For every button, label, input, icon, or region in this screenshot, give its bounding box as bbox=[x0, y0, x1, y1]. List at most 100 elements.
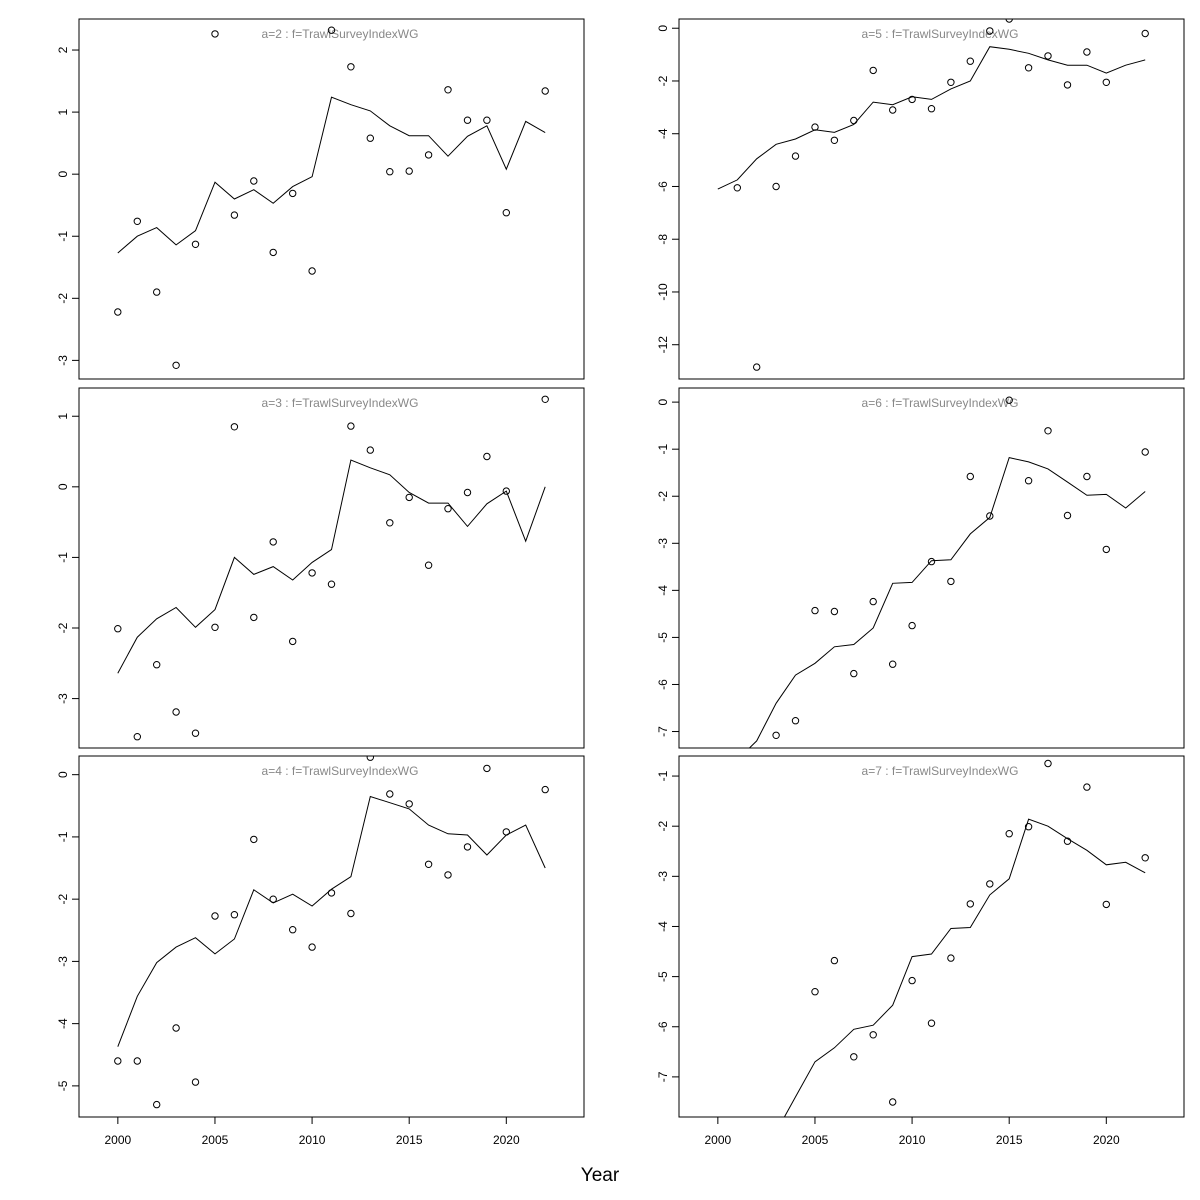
y-tick-label: -2 bbox=[56, 893, 70, 904]
x-tick-label: 2010 bbox=[899, 1133, 926, 1147]
observation-point bbox=[986, 512, 994, 520]
observation-point bbox=[541, 785, 549, 794]
observation-point bbox=[386, 168, 394, 176]
observation-point bbox=[463, 488, 472, 497]
y-tick-label: -3 bbox=[656, 538, 670, 549]
observation-point bbox=[1005, 396, 1013, 404]
x-tick-label: 2020 bbox=[1093, 1133, 1120, 1147]
observation-point bbox=[424, 860, 433, 868]
observation-point bbox=[541, 395, 549, 403]
observation-point bbox=[347, 909, 355, 918]
panel-title: a=6 : f=TrawlSurveyIndexWG bbox=[862, 396, 1019, 410]
observation-point bbox=[927, 105, 936, 113]
observation-point bbox=[308, 569, 316, 577]
observation-point bbox=[1044, 759, 1052, 768]
observation-point bbox=[966, 57, 974, 65]
observation-point bbox=[133, 733, 142, 741]
y-tick-label: 0 bbox=[56, 771, 70, 778]
observation-point bbox=[191, 729, 200, 737]
observation-point bbox=[947, 78, 955, 87]
y-tick-label: -2 bbox=[656, 821, 670, 832]
x-tick-label: 2020 bbox=[493, 1133, 520, 1147]
y-tick-label: -1 bbox=[56, 831, 70, 842]
observation-point bbox=[947, 954, 955, 962]
observation-point bbox=[1005, 19, 1013, 23]
plot-frame bbox=[678, 755, 1185, 1118]
plot-frame bbox=[78, 387, 585, 749]
y-tick-label: -12 bbox=[656, 336, 670, 354]
observation-point bbox=[733, 184, 741, 192]
observation-point bbox=[986, 880, 994, 888]
observation-point bbox=[172, 361, 180, 369]
observation-point bbox=[1083, 783, 1091, 791]
observation-point bbox=[386, 790, 394, 798]
observation-point bbox=[211, 623, 219, 631]
observation-point bbox=[1102, 78, 1111, 87]
observation-point bbox=[869, 66, 877, 75]
observation-point bbox=[366, 446, 374, 454]
observation-point bbox=[811, 606, 819, 615]
observation-point bbox=[908, 621, 916, 630]
observation-point bbox=[444, 871, 452, 879]
observation-point bbox=[1024, 477, 1033, 485]
observation-point bbox=[405, 800, 413, 808]
observation-point bbox=[289, 189, 297, 198]
panel-a7: a=7 : f=TrawlSurveyIndexWG -7 -6 -5 -4 -3 -2 -… bbox=[656, 755, 1185, 1147]
observation-point bbox=[211, 30, 219, 38]
observation-point bbox=[830, 956, 839, 965]
observation-point bbox=[889, 1098, 897, 1106]
observation-point bbox=[269, 248, 277, 257]
observation-point bbox=[250, 613, 258, 622]
observation-point bbox=[830, 607, 839, 616]
observation-point bbox=[153, 288, 161, 296]
observation-point bbox=[153, 661, 161, 669]
observation-point bbox=[1044, 427, 1052, 435]
y-tick-label: -2 bbox=[56, 622, 70, 633]
observation-point bbox=[927, 1019, 936, 1027]
panel-a6: a=6 : f=TrawlSurveyIndexWG -7 -6 -5 -4 -3 -2 -… bbox=[656, 387, 1185, 749]
observation-point bbox=[502, 487, 510, 495]
observation-point bbox=[830, 136, 839, 145]
observation-point bbox=[772, 182, 780, 191]
observation-point bbox=[850, 116, 858, 125]
observation-point bbox=[1102, 900, 1111, 909]
observation-point bbox=[869, 1031, 877, 1039]
panel-title: a=7 : f=TrawlSurveyIndexWG bbox=[862, 764, 1019, 778]
observation-point bbox=[1141, 29, 1149, 38]
observation-point bbox=[424, 151, 433, 159]
y-tick-label: 0 bbox=[56, 483, 70, 490]
y-tick-label: 0 bbox=[56, 171, 70, 178]
panel-a2: a=2 : f=TrawlSurveyIndexWG -3 -2 -1 0 1 2 bbox=[56, 18, 585, 380]
plot-frame bbox=[78, 18, 585, 380]
observation-point bbox=[327, 26, 336, 34]
observation-point bbox=[366, 134, 374, 142]
x-tick-label: 2005 bbox=[202, 1133, 229, 1147]
fitted-line bbox=[748, 457, 1146, 748]
observation-point bbox=[133, 1057, 142, 1065]
observation-point bbox=[308, 267, 316, 275]
observation-point bbox=[386, 519, 394, 527]
observation-point bbox=[811, 988, 819, 996]
observation-point bbox=[908, 95, 916, 104]
observation-point bbox=[947, 577, 955, 586]
observation-point bbox=[791, 717, 800, 725]
observation-point bbox=[772, 731, 780, 739]
plot-frame bbox=[678, 387, 1185, 749]
y-tick-label: 1 bbox=[56, 108, 70, 115]
fitted-line bbox=[783, 818, 1146, 1117]
observation-point bbox=[114, 1057, 122, 1065]
y-tick-label: -4 bbox=[656, 921, 670, 932]
observation-point bbox=[869, 597, 877, 606]
observation-point bbox=[347, 422, 355, 430]
observation-point bbox=[463, 843, 472, 851]
observation-point bbox=[230, 423, 239, 431]
y-tick-label: -5 bbox=[656, 971, 670, 982]
observation-point bbox=[289, 926, 297, 934]
fitted-line bbox=[717, 46, 1146, 190]
observation-point bbox=[791, 152, 800, 160]
observation-point bbox=[172, 1024, 180, 1032]
panel-title: a=4 : f=TrawlSurveyIndexWG bbox=[262, 764, 419, 778]
x-tick-label: 2000 bbox=[704, 1133, 731, 1147]
observation-point bbox=[405, 167, 413, 175]
